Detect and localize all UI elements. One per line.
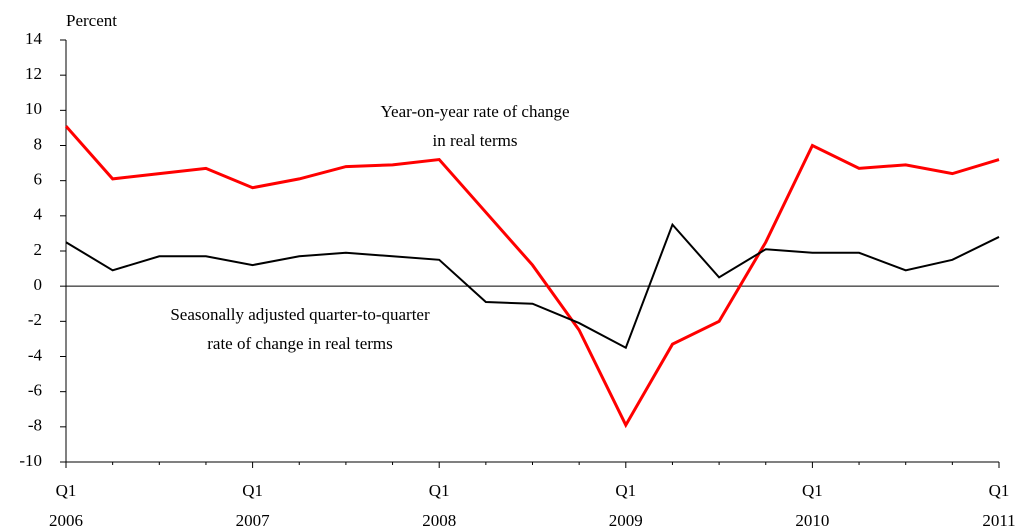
y-tick-label: 6 (34, 170, 43, 189)
x-tick-label: Q1 2010 (795, 481, 829, 530)
x-tick-label: Q1 2007 (236, 481, 271, 530)
x-tick-label: Q1 2009 (609, 481, 643, 530)
annotation: in real terms (433, 131, 518, 150)
y-tick-label: 14 (25, 29, 43, 48)
y-tick-label: -2 (28, 310, 42, 329)
y-tick-label: -10 (19, 451, 42, 470)
y-tick-label: -8 (28, 416, 42, 435)
annotation: rate of change in real terms (207, 334, 393, 353)
x-tick-label: Q1 2006 (49, 481, 83, 530)
y-tick-label: -4 (28, 345, 43, 364)
y-tick-label: 4 (34, 205, 43, 224)
annotation: Seasonally adjusted quarter-to-quarter (170, 305, 430, 324)
y-axis-label: Percent (66, 11, 117, 30)
y-tick-label: 12 (25, 64, 42, 83)
series-line (64, 125, 1000, 429)
annotation: Year-on-year rate of change (380, 102, 569, 121)
y-tick-label: 8 (34, 134, 43, 153)
y-tick-label: 10 (25, 99, 42, 118)
y-tick-label: -6 (28, 381, 42, 400)
y-tick-label: 2 (34, 240, 43, 259)
x-tick-label: Q1 2008 (422, 481, 456, 530)
series-line (65, 222, 1000, 350)
x-tick-label: Q1 2011 (982, 481, 1015, 530)
y-tick-label: 0 (34, 275, 43, 294)
